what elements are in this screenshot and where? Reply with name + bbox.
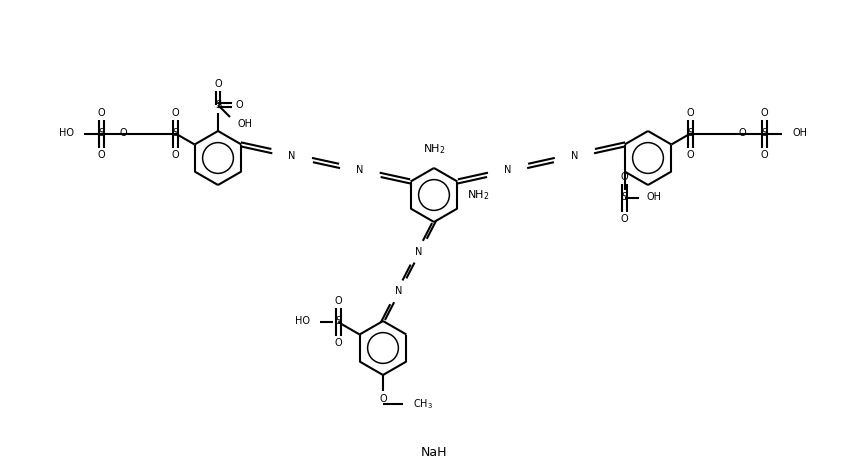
Text: O: O bbox=[98, 108, 105, 117]
Text: O: O bbox=[172, 108, 180, 117]
Text: O: O bbox=[621, 213, 628, 224]
Text: N: N bbox=[356, 165, 364, 176]
Text: OH: OH bbox=[647, 192, 661, 203]
Text: OH: OH bbox=[238, 119, 253, 129]
Text: O: O bbox=[687, 149, 694, 160]
Text: N: N bbox=[503, 165, 511, 176]
Text: HO: HO bbox=[58, 129, 74, 139]
Text: O: O bbox=[172, 149, 180, 160]
Text: O: O bbox=[334, 337, 342, 348]
Text: N: N bbox=[395, 286, 402, 296]
Text: NaH: NaH bbox=[421, 446, 447, 459]
Text: N: N bbox=[288, 151, 296, 161]
Text: S: S bbox=[173, 129, 179, 139]
Text: O: O bbox=[235, 100, 243, 110]
Text: O: O bbox=[760, 108, 768, 117]
Text: NH$_2$: NH$_2$ bbox=[467, 188, 490, 202]
Text: N: N bbox=[571, 151, 578, 161]
Text: N: N bbox=[415, 247, 423, 257]
Text: NH$_2$: NH$_2$ bbox=[423, 142, 445, 156]
Text: O: O bbox=[214, 79, 222, 89]
Text: O: O bbox=[379, 394, 387, 404]
Text: S: S bbox=[621, 192, 628, 203]
Text: S: S bbox=[335, 316, 341, 327]
Text: S: S bbox=[687, 129, 694, 139]
Text: S: S bbox=[98, 129, 105, 139]
Text: S: S bbox=[215, 100, 221, 110]
Text: O: O bbox=[120, 129, 128, 139]
Text: O: O bbox=[687, 108, 694, 117]
Text: O: O bbox=[334, 295, 342, 306]
Text: S: S bbox=[761, 129, 767, 139]
Text: CH$_3$: CH$_3$ bbox=[413, 397, 433, 411]
Text: HO: HO bbox=[295, 316, 310, 327]
Text: O: O bbox=[621, 171, 628, 182]
Text: O: O bbox=[760, 149, 768, 160]
Text: OH: OH bbox=[792, 129, 807, 139]
Text: O: O bbox=[739, 129, 746, 139]
Text: O: O bbox=[98, 149, 105, 160]
